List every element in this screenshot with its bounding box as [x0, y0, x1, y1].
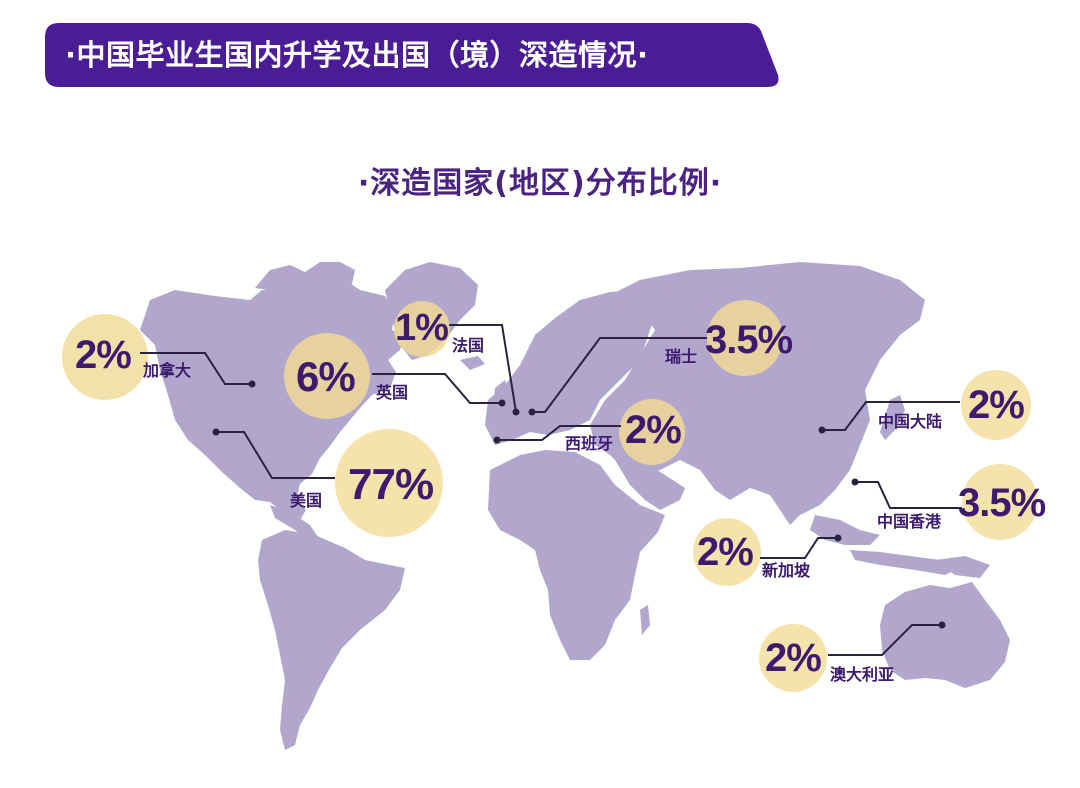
africa-shape [488, 450, 665, 660]
bubble-uk [284, 333, 370, 419]
value-china-mainland: 2% [968, 383, 1025, 427]
japan-shape [880, 395, 905, 440]
indonesia-islands [850, 550, 960, 575]
value-singapore: 2% [697, 530, 754, 574]
iceland [460, 356, 485, 370]
uk-shape [494, 380, 510, 405]
label-australia: 澳大利亚 [830, 665, 895, 684]
label-usa: 美国 [290, 491, 323, 510]
europe-shape [485, 290, 660, 445]
line-switzerland [532, 337, 707, 413]
bubble-canada [62, 314, 148, 400]
title-banner: ·中国毕业生国内升学及出国（境）深造情况· [45, 23, 780, 87]
value-australia: 2% [765, 636, 822, 680]
leader-lines [140, 324, 962, 656]
line-canada [140, 352, 252, 385]
label-spain: 西班牙 [565, 434, 614, 453]
continents [140, 262, 1010, 750]
value-hongkong: 3.5% [958, 481, 1046, 525]
value-usa: 77% [348, 460, 434, 509]
south-america-shape [258, 530, 405, 750]
bubble-france [394, 301, 450, 357]
label-singapore: 新加坡 [762, 561, 811, 580]
label-china-mainland: 中国大陆 [878, 412, 943, 431]
australia-shape [880, 582, 1010, 688]
location-dots [212, 380, 946, 629]
line-uk [372, 373, 502, 404]
bubble-australia [759, 624, 827, 692]
label-switzerland: 瑞士 [665, 347, 698, 366]
value-canada: 2% [75, 333, 132, 377]
value-france: 1% [395, 307, 449, 349]
banner-shape [45, 23, 779, 87]
line-singapore [760, 537, 838, 559]
line-china-mainland [822, 401, 960, 431]
value-uk: 6% [296, 353, 356, 400]
bubble-switzerland [707, 300, 783, 376]
bubbles [62, 300, 1038, 692]
line-usa [216, 431, 335, 479]
chart-subtitle: ·深造国家(地区)分布比例· [357, 166, 723, 201]
se-asia-islands [810, 515, 880, 545]
line-france [449, 324, 517, 413]
banner-title: ·中国毕业生国内升学及出国（境）深造情况· [65, 38, 649, 72]
bubble-spain [619, 399, 685, 465]
arabia-shape [615, 460, 685, 510]
value-spain: 2% [625, 408, 682, 452]
bubble-hongkong [962, 464, 1038, 540]
label-france: 法国 [452, 336, 485, 355]
bubble-singapore [693, 518, 761, 586]
bubble-usa [335, 429, 443, 537]
line-hongkong [855, 481, 962, 509]
madagascar [640, 605, 650, 635]
bubble-china-mainland [961, 370, 1031, 440]
label-hongkong: 中国香港 [877, 512, 942, 531]
new-guinea [935, 556, 990, 578]
label-canada: 加拿大 [143, 361, 192, 380]
label-uk: 英国 [376, 383, 409, 402]
asia-shape [590, 262, 925, 525]
line-australia [828, 624, 942, 656]
line-spain [497, 425, 621, 441]
arctic-islands [255, 262, 355, 292]
value-switzerland: 3.5% [705, 318, 793, 362]
